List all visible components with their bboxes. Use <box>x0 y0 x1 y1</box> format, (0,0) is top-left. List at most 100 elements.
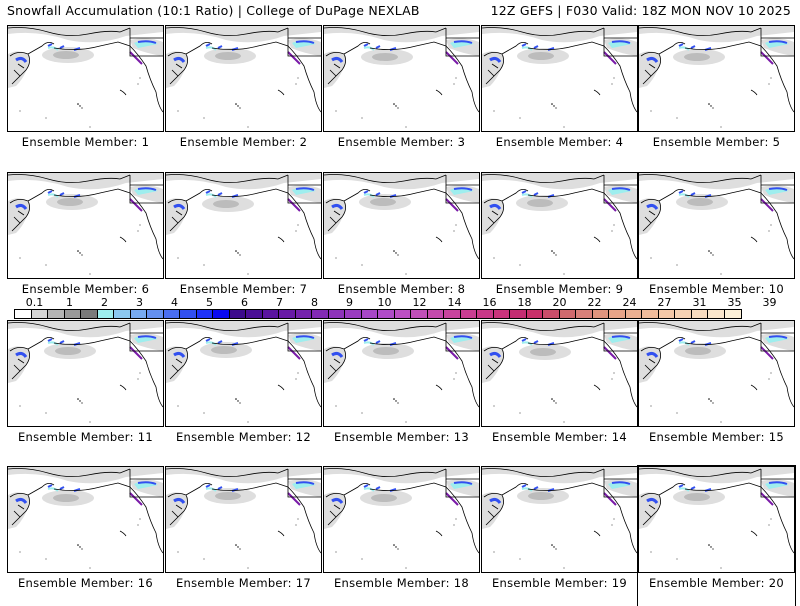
snowfall-field <box>528 52 554 60</box>
ensemble-panel[interactable]: Ensemble Member: 13 <box>323 320 480 460</box>
ensemble-panel[interactable]: Ensemble Member: 12 <box>165 320 322 460</box>
snowfall-field <box>760 492 774 506</box>
snowfall-map <box>482 321 637 423</box>
ensemble-map[interactable] <box>7 172 164 279</box>
ensemble-panel[interactable]: Ensemble Member: 8 <box>323 172 480 312</box>
ensemble-map[interactable] <box>481 320 638 427</box>
coastline <box>166 27 321 113</box>
ensemble-panel[interactable]: Ensemble Member: 2 <box>165 25 322 165</box>
snowfall-map <box>8 467 163 569</box>
colorbar <box>14 309 742 319</box>
ensemble-member-label: Ensemble Member: 11 <box>17 430 153 444</box>
snowfall-field <box>489 497 502 504</box>
ensemble-panel[interactable]: Ensemble Member: 15 <box>638 320 795 460</box>
ensemble-panel[interactable]: Ensemble Member: 7 <box>165 172 322 312</box>
colorbar-cell <box>31 310 48 318</box>
snowfall-field <box>489 203 502 210</box>
coastline <box>639 27 794 113</box>
snowfall-field <box>15 351 28 358</box>
snowfall-field <box>47 193 59 198</box>
coastline <box>8 322 163 408</box>
snowfall-map <box>639 321 794 423</box>
snowfall-field <box>678 193 690 198</box>
ensemble-map[interactable] <box>7 320 164 427</box>
islands <box>493 224 615 275</box>
ensemble-panel[interactable]: Ensemble Member: 6 <box>7 172 164 312</box>
ensemble-member-label: Ensemble Member: 10 <box>648 282 784 296</box>
ensemble-map[interactable] <box>323 25 480 132</box>
ensemble-panel[interactable]: Ensemble Member: 17 <box>165 466 322 606</box>
snowfall-field <box>213 200 239 208</box>
ensemble-panel[interactable]: Ensemble Member: 19 <box>481 466 638 606</box>
ensemble-panel[interactable]: Ensemble Member: 18 <box>323 466 480 606</box>
islands <box>493 518 615 569</box>
snowfall-field <box>489 56 502 63</box>
ensemble-map[interactable] <box>638 466 795 573</box>
snowfall-field <box>331 497 344 504</box>
ensemble-panel[interactable]: Ensemble Member: 4 <box>481 25 638 165</box>
ensemble-map[interactable] <box>638 172 795 279</box>
ensemble-panel[interactable]: Ensemble Member: 1 <box>7 25 164 165</box>
ensemble-map[interactable] <box>323 172 480 279</box>
ensemble-map[interactable] <box>165 320 322 427</box>
snowfall-map <box>8 173 163 275</box>
snowfall-field <box>295 187 315 191</box>
snowfall-field <box>331 351 344 358</box>
colorbar-tick-label: 27 <box>657 296 672 309</box>
snowfall-field <box>53 51 79 59</box>
snowfall-field <box>363 487 375 492</box>
colorbar-cell <box>609 310 626 318</box>
ensemble-map[interactable] <box>481 466 638 573</box>
ensemble-map[interactable] <box>165 25 322 132</box>
coastline <box>166 322 321 408</box>
colorbar-cell <box>543 310 560 318</box>
snowfall-field <box>678 487 690 492</box>
snowfall-field <box>55 347 81 355</box>
ensemble-member-label: Ensemble Member: 16 <box>17 576 153 590</box>
snowfall-field <box>331 56 344 63</box>
ensemble-panel[interactable]: Ensemble Member: 3 <box>323 25 480 165</box>
snowfall-field <box>603 51 617 65</box>
ensemble-map[interactable] <box>323 466 480 573</box>
ensemble-member-label: Ensemble Member: 2 <box>179 135 308 149</box>
ensemble-panel[interactable]: Ensemble Member: 14 <box>481 320 638 460</box>
snowfall-field <box>611 481 631 485</box>
colorbar-cell <box>691 310 708 318</box>
colorbar-cell <box>361 310 378 318</box>
snowfall-field <box>129 346 143 360</box>
snowfall-map <box>166 173 321 275</box>
colorbar-cell <box>592 310 609 318</box>
ensemble-map[interactable] <box>7 25 164 132</box>
ensemble-panel[interactable]: Ensemble Member: 20 <box>637 465 796 606</box>
snowfall-field <box>372 53 398 61</box>
ensemble-map[interactable] <box>638 25 795 132</box>
ensemble-map[interactable] <box>323 320 480 427</box>
ensemble-panel[interactable]: Ensemble Member: 5 <box>638 25 795 165</box>
snowfall-field <box>363 46 375 51</box>
colorbar-cell <box>510 310 527 318</box>
snowfall-field <box>611 187 631 191</box>
ensemble-member-label: Ensemble Member: 12 <box>175 430 311 444</box>
snowfall-map <box>324 467 479 569</box>
colorbar-cell <box>526 310 543 318</box>
ensemble-panel[interactable]: Ensemble Member: 11 <box>7 320 164 460</box>
ensemble-map[interactable] <box>165 466 322 573</box>
coastline <box>166 174 321 260</box>
ensemble-panel[interactable]: Ensemble Member: 10 <box>638 172 795 312</box>
snowfall-field <box>489 351 502 358</box>
ensemble-map[interactable] <box>7 466 164 573</box>
ensemble-panel[interactable]: Ensemble Member: 9 <box>481 172 638 312</box>
colorbar-cell <box>493 310 510 318</box>
ensemble-panel[interactable]: Ensemble Member: 16 <box>7 466 164 606</box>
colorbar-tick-label: 12 <box>412 296 427 309</box>
ensemble-map[interactable] <box>638 320 795 427</box>
ensemble-map[interactable] <box>165 172 322 279</box>
ensemble-map[interactable] <box>481 172 638 279</box>
colorbar-cell <box>163 310 180 318</box>
ensemble-map[interactable] <box>481 25 638 132</box>
islands <box>335 224 457 275</box>
snowfall-field <box>373 347 399 355</box>
ensemble-member-label: Ensemble Member: 5 <box>652 135 781 149</box>
ensemble-member-label: Ensemble Member: 19 <box>491 576 627 590</box>
coastline <box>482 468 637 554</box>
